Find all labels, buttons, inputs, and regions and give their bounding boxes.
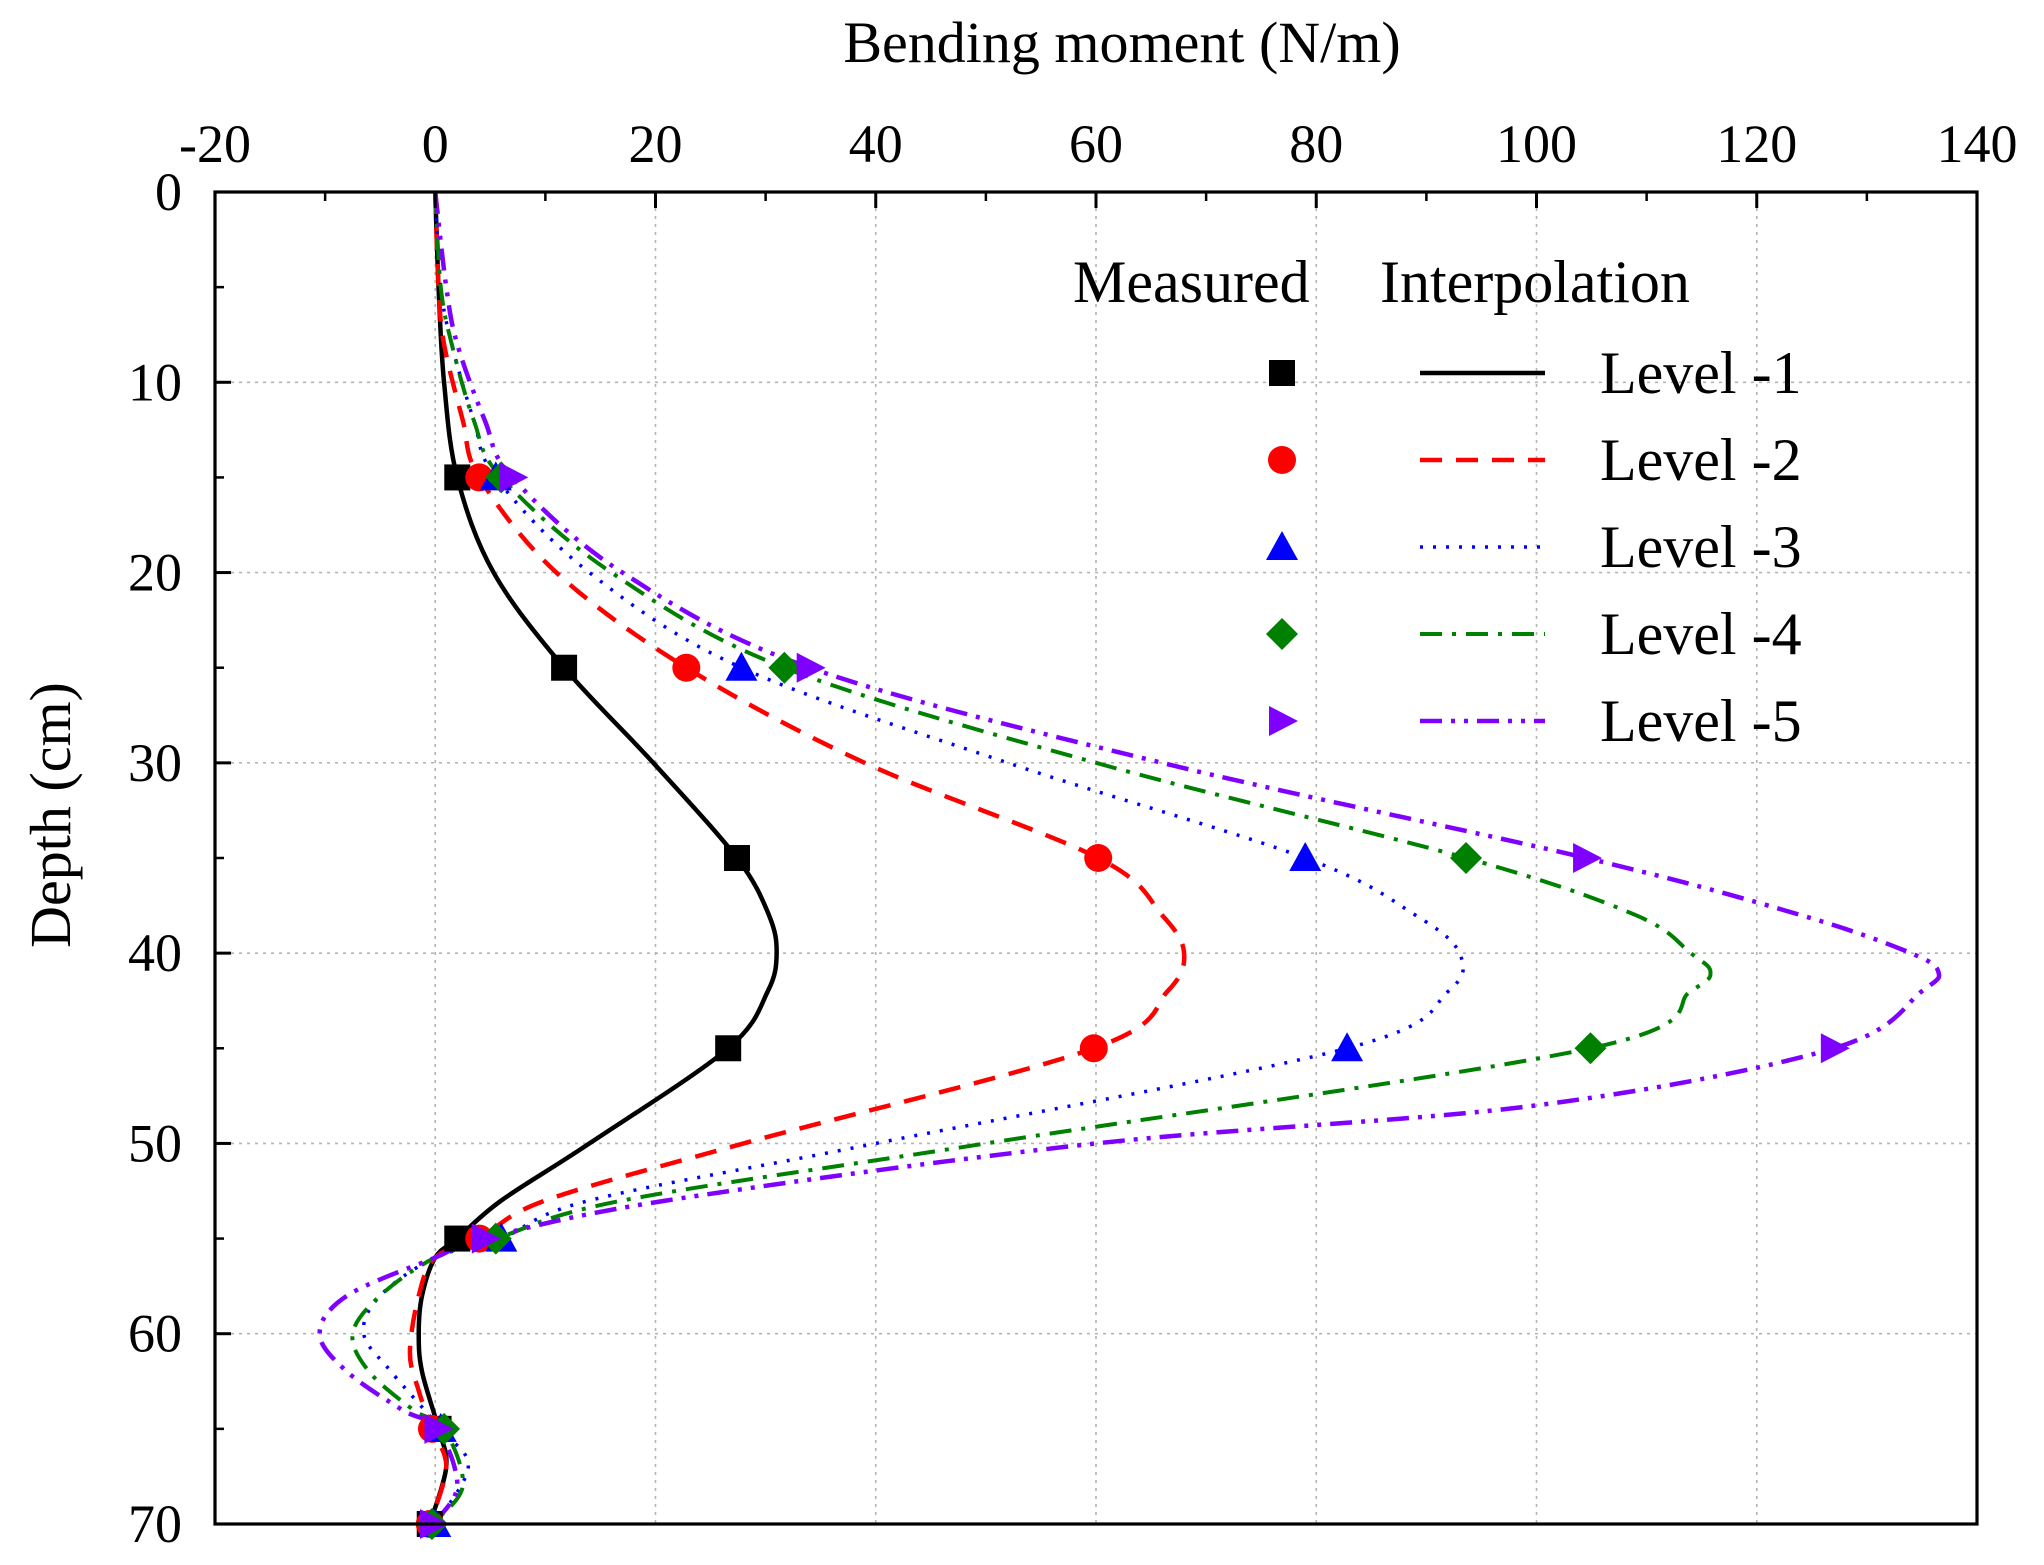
data-point-levelminus5	[424, 1413, 454, 1444]
data-point-levelminus2	[1079, 1034, 1108, 1063]
data-point-levelminus4	[768, 651, 801, 684]
x-tick-label: 140	[1937, 114, 2018, 174]
x-tick-label: 120	[1716, 114, 1797, 174]
x-tick-label: 20	[629, 114, 683, 174]
x-tick-label: 0	[422, 114, 449, 174]
legend-marker-levelminus5	[1269, 706, 1298, 736]
x-tick-label: 100	[1496, 114, 1577, 174]
data-point-levelminus5	[1573, 843, 1603, 873]
y-tick-label: 40	[128, 923, 182, 983]
y-tick-label: 70	[128, 1494, 182, 1554]
legend-label-levelminus3: Level -3	[1600, 514, 1802, 580]
data-point-levelminus5	[796, 652, 826, 683]
data-point-levelminus4	[1574, 1032, 1607, 1065]
axis-ticks	[213, 190, 1979, 1526]
legend-label-levelminus1: Level -1	[1600, 340, 1802, 406]
x-tick-label: -20	[179, 114, 251, 174]
legend-header-interpolation: Interpolation	[1380, 249, 1690, 315]
legend-header-measured: Measured	[1073, 249, 1310, 315]
series-line-levelminus4	[350, 192, 1713, 1524]
x-tick-label: 80	[1289, 114, 1343, 174]
series-line-levelminus3	[361, 192, 1466, 1524]
data-point-levelminus5	[471, 1223, 501, 1254]
y-tick-label: 20	[128, 543, 182, 603]
data-point-levelminus5	[499, 462, 529, 493]
data-point-levelminus2	[672, 653, 701, 682]
data-point-levelminus1	[715, 1035, 742, 1062]
x-tick-label: 60	[1069, 114, 1123, 174]
data-point-levelminus2	[1084, 844, 1113, 872]
data-point-levelminus4	[1450, 842, 1483, 874]
y-tick-label: 60	[128, 1304, 182, 1364]
legend-marker-levelminus4	[1266, 618, 1298, 650]
legend-marker-levelminus1	[1269, 360, 1295, 386]
y-tick-label: 50	[128, 1113, 182, 1173]
x-tick-label: 40	[849, 114, 903, 174]
legend-entries: Level -1 Level -2 Level -3 Level -4 Level -5	[1266, 340, 1802, 754]
data-point-levelminus3	[725, 651, 758, 681]
data-point-levelminus3	[1331, 1032, 1364, 1062]
data-point-levelminus1	[723, 845, 750, 871]
y-axis-title: Depth (cm)	[18, 682, 83, 948]
legend-label-levelminus5: Level -5	[1600, 688, 1802, 754]
series-line-levelminus5	[317, 192, 1942, 1524]
legend-marker-levelminus2	[1268, 446, 1296, 474]
legend-label-levelminus4: Level -4	[1600, 601, 1802, 667]
y-tick-label: 10	[128, 352, 182, 412]
series-line-levelminus1	[416, 192, 779, 1524]
legend-marker-levelminus3	[1266, 531, 1298, 560]
data-point-levelminus1	[551, 654, 578, 681]
data-point-levelminus5	[1820, 1033, 1850, 1064]
marker-layer	[415, 461, 1850, 1540]
data-point-levelminus3	[1289, 842, 1322, 871]
y-tick-label: 0	[155, 162, 182, 222]
x-axis-title: Bending moment (N/m)	[843, 10, 1400, 75]
y-tick-label: 30	[128, 733, 182, 793]
legend-label-levelminus2: Level -2	[1600, 427, 1802, 493]
